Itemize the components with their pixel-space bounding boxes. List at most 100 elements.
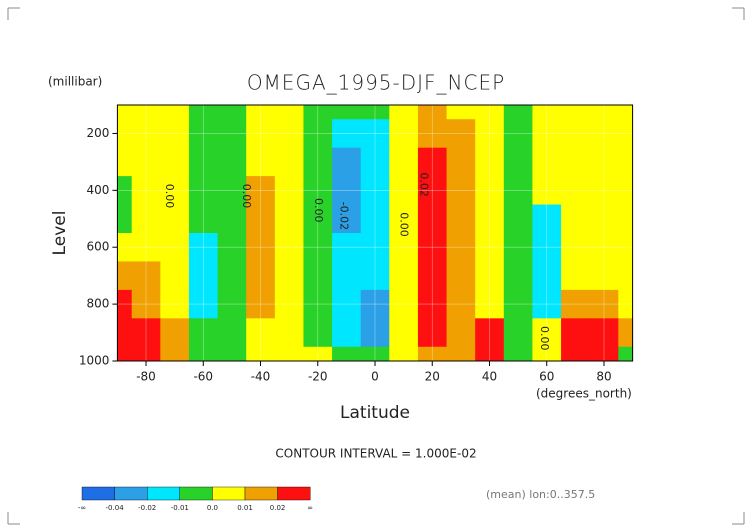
footnote: (mean) lon:0..357.5 [486, 488, 595, 501]
field-cell [332, 346, 362, 362]
colorbar-label: 0.02 [270, 504, 286, 512]
field-cell [561, 204, 591, 234]
field-cell [389, 318, 419, 348]
colorbar-label: 0.01 [237, 504, 253, 512]
x-tick-label: -60 [193, 370, 213, 384]
field-cell [561, 147, 591, 177]
field-cell [332, 105, 362, 120]
field-cell [561, 346, 591, 362]
field-cell [446, 346, 476, 362]
field-cell [618, 318, 634, 348]
colorbar-swatch [114, 486, 148, 501]
x-axis-label: Latitude [340, 403, 410, 423]
field-cell [274, 318, 304, 348]
interval-note: CONTOUR INTERVAL = 1.000E-02 [275, 447, 476, 461]
contour-label: 0.00 [163, 184, 176, 209]
field-cell [561, 318, 591, 348]
y-tick-label: 600 [86, 240, 109, 254]
colorbar-label: ∞ [307, 504, 313, 512]
colorbar-swatch [277, 486, 311, 501]
y-unit: (millibar) [48, 75, 102, 89]
field-cell [446, 318, 476, 348]
field-cell [503, 261, 533, 291]
y-tick-label: 200 [86, 126, 109, 140]
field-cell [389, 105, 419, 120]
y-tick-label: 400 [86, 183, 109, 197]
field-cell [217, 346, 247, 362]
x-tick-label: -80 [136, 370, 156, 384]
field-cell [389, 346, 419, 362]
y-axis-label: Level [50, 211, 70, 256]
contour-label: -0.02 [338, 202, 351, 230]
field-cell [160, 204, 190, 234]
field-cell [160, 105, 190, 120]
x-tick-label: -40 [251, 370, 271, 384]
field-cell [332, 204, 362, 234]
x-tick-label: 60 [539, 370, 554, 384]
contour-label: 0.00 [398, 212, 411, 237]
field-cell [561, 261, 591, 291]
field-cell [332, 318, 362, 348]
field-cell [446, 204, 476, 234]
field-cell [332, 147, 362, 177]
chart-title: OMEGA_1995-DJF_NCEP [247, 71, 505, 95]
colorbar-swatch [244, 486, 278, 501]
field-cell [274, 261, 304, 291]
field-cell [618, 346, 634, 362]
contour-label: 0.00 [240, 184, 253, 209]
x-tick-label: 80 [596, 370, 611, 384]
y-tick-label: 800 [86, 297, 109, 311]
field-cell [446, 105, 476, 120]
colorbar-swatch [146, 486, 180, 501]
field-cell [117, 261, 133, 291]
x-tick-label: 40 [482, 370, 497, 384]
colorbar-swatch [81, 486, 115, 501]
contour-label: 0.00 [538, 326, 551, 351]
field-cell [217, 318, 247, 348]
field-cell [217, 261, 247, 291]
field-cell [274, 346, 304, 362]
field-cell [332, 261, 362, 291]
x-unit: (degrees_north) [536, 387, 632, 401]
field-cell [389, 204, 419, 234]
field-cell [446, 261, 476, 291]
field-cell [274, 204, 304, 234]
field-cell [160, 318, 190, 348]
plot-frame [116, 104, 634, 362]
colorbar-label: 0.0 [207, 504, 218, 512]
contour-label: 0.02 [418, 172, 431, 197]
field-cell [117, 346, 133, 362]
colorbar-label: -∞ [78, 504, 86, 512]
colorbar-swatch [212, 486, 246, 501]
colorbar-swatch [179, 486, 213, 501]
field-cell [618, 147, 634, 177]
field-cell [503, 318, 533, 348]
colorbar-label: -0.02 [138, 504, 156, 512]
colorbar-label: -0.04 [106, 504, 125, 512]
field-cell [117, 147, 133, 177]
field-cell [503, 204, 533, 234]
field-cell [274, 147, 304, 177]
field-cell [389, 261, 419, 291]
field-cell [446, 147, 476, 177]
field-cell [217, 105, 247, 120]
field-cell [503, 147, 533, 177]
field-cell [503, 105, 533, 120]
field-cell [117, 318, 133, 348]
field-cell [274, 105, 304, 120]
field-cell [117, 204, 133, 234]
field-cell [217, 147, 247, 177]
field-cell [160, 261, 190, 291]
y-tick-label: 1000 [79, 354, 110, 368]
field-cell [618, 204, 634, 234]
field-cell [503, 346, 533, 362]
x-tick-label: 20 [425, 370, 440, 384]
overlay: -80 -60 -40 -20 0 20 40 60 80 200 400 600 800 1000 0.0… [79, 104, 634, 384]
field-cell [160, 147, 190, 177]
field-cell [117, 105, 133, 120]
field-cell [618, 105, 634, 120]
field-cell [389, 147, 419, 177]
field-cell [217, 204, 247, 234]
colorbar-label: -0.01 [171, 504, 189, 512]
